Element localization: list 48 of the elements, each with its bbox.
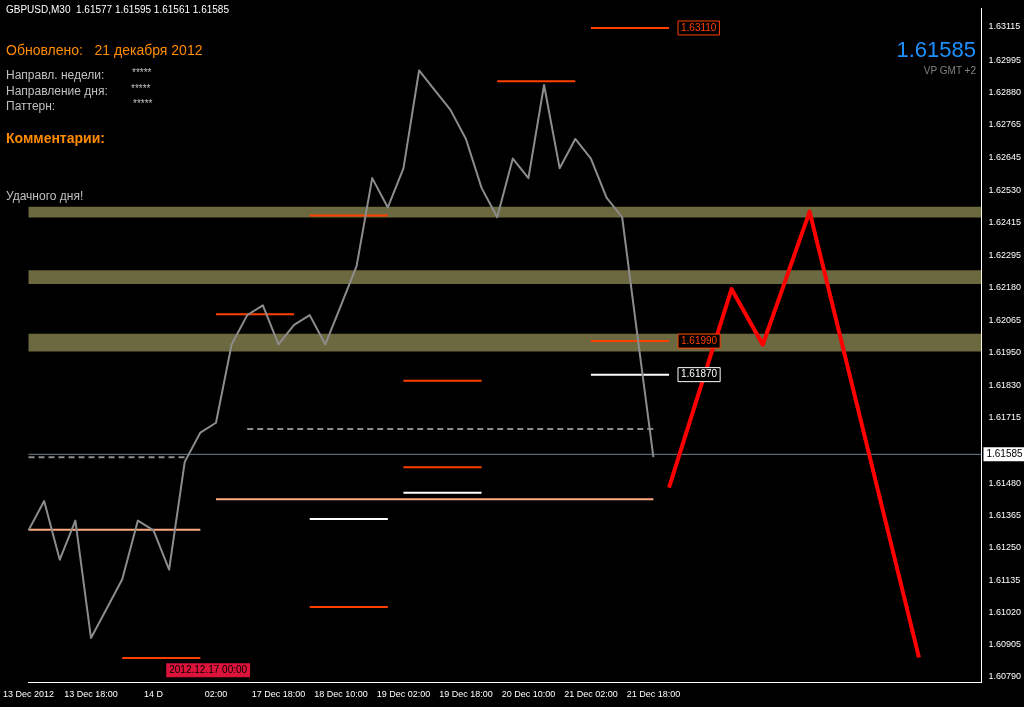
annotation: Направл. недели:: [6, 68, 105, 82]
annotation: Направление дня:: [6, 84, 108, 98]
annotation: 1.61585: [896, 37, 976, 62]
y-tick-label: 1.62065: [988, 314, 1022, 325]
x-tick-label: 19 Dec 18:00: [439, 689, 493, 700]
annotation: Обновлено: 21 декабря 2012: [6, 42, 203, 58]
y-tick-label: 1.61480: [988, 478, 1022, 489]
y-tick-label: 1.61950: [988, 346, 1022, 357]
y-tick-label: 1.62645: [988, 152, 1022, 163]
y-tick-label: 1.60790: [988, 671, 1022, 682]
annotation: Удачного дня!: [6, 189, 84, 203]
y-tick-label: 1.61715: [988, 412, 1022, 423]
y-tick-label: 1.61020: [988, 606, 1022, 617]
annotation: 1.63110: [681, 21, 717, 33]
y-tick-label: 1.61830: [988, 380, 1022, 391]
annotation: Паттерн:: [6, 99, 56, 113]
annotation: VP GMT +2: [923, 65, 977, 76]
y-tick-label: 1.62180: [988, 282, 1022, 293]
x-tick-label: 14 D: [143, 689, 164, 700]
y-tick-label: 1.62880: [988, 86, 1022, 97]
annotation: Комментарии:: [6, 130, 105, 146]
x-tick-label: 21 Dec 18:00: [626, 689, 681, 700]
x-tick-label: 02:00: [204, 689, 228, 700]
annotation: 1.61870: [681, 368, 718, 380]
x-tick-label: 13 Dec 18:00: [64, 689, 118, 700]
x-tick-label: 19 Dec 02:00: [376, 689, 431, 700]
x-tick-label: 21 Dec 02:00: [564, 689, 618, 700]
y-tick-label: 1.61135: [988, 574, 1021, 585]
x-tick-label: 13 Dec 2012: [3, 689, 55, 700]
x-tick-label: 17 Dec 18:00: [251, 689, 306, 700]
ref-line-label: 1.61585: [986, 448, 1024, 460]
y-tick-label: 1.61250: [988, 542, 1022, 553]
y-tick-label: 1.62765: [988, 118, 1022, 129]
y-tick-label: 1.62415: [988, 216, 1022, 227]
y-tick-label: 1.62995: [988, 54, 1022, 65]
y-tick-label: 1.62530: [988, 184, 1022, 195]
annotation: *****: [133, 98, 153, 109]
annotation: 2012.12.17 00:00: [169, 663, 248, 675]
annotation: 1.61990: [681, 334, 718, 346]
annotation: *****: [132, 67, 152, 78]
y-tick-label: 1.63115: [988, 21, 1021, 32]
x-tick-label: 18 Dec 10:00: [314, 689, 368, 700]
y-tick-label: 1.60905: [988, 638, 1022, 649]
chart-title: GBPUSD,M30 1.61577 1.61595 1.61561 1.61585: [6, 3, 230, 15]
x-tick-label: 20 Dec 10:00: [501, 689, 556, 700]
annotation: *****: [131, 83, 151, 94]
y-tick-label: 1.62295: [988, 250, 1022, 261]
y-tick-label: 1.61365: [988, 510, 1022, 521]
